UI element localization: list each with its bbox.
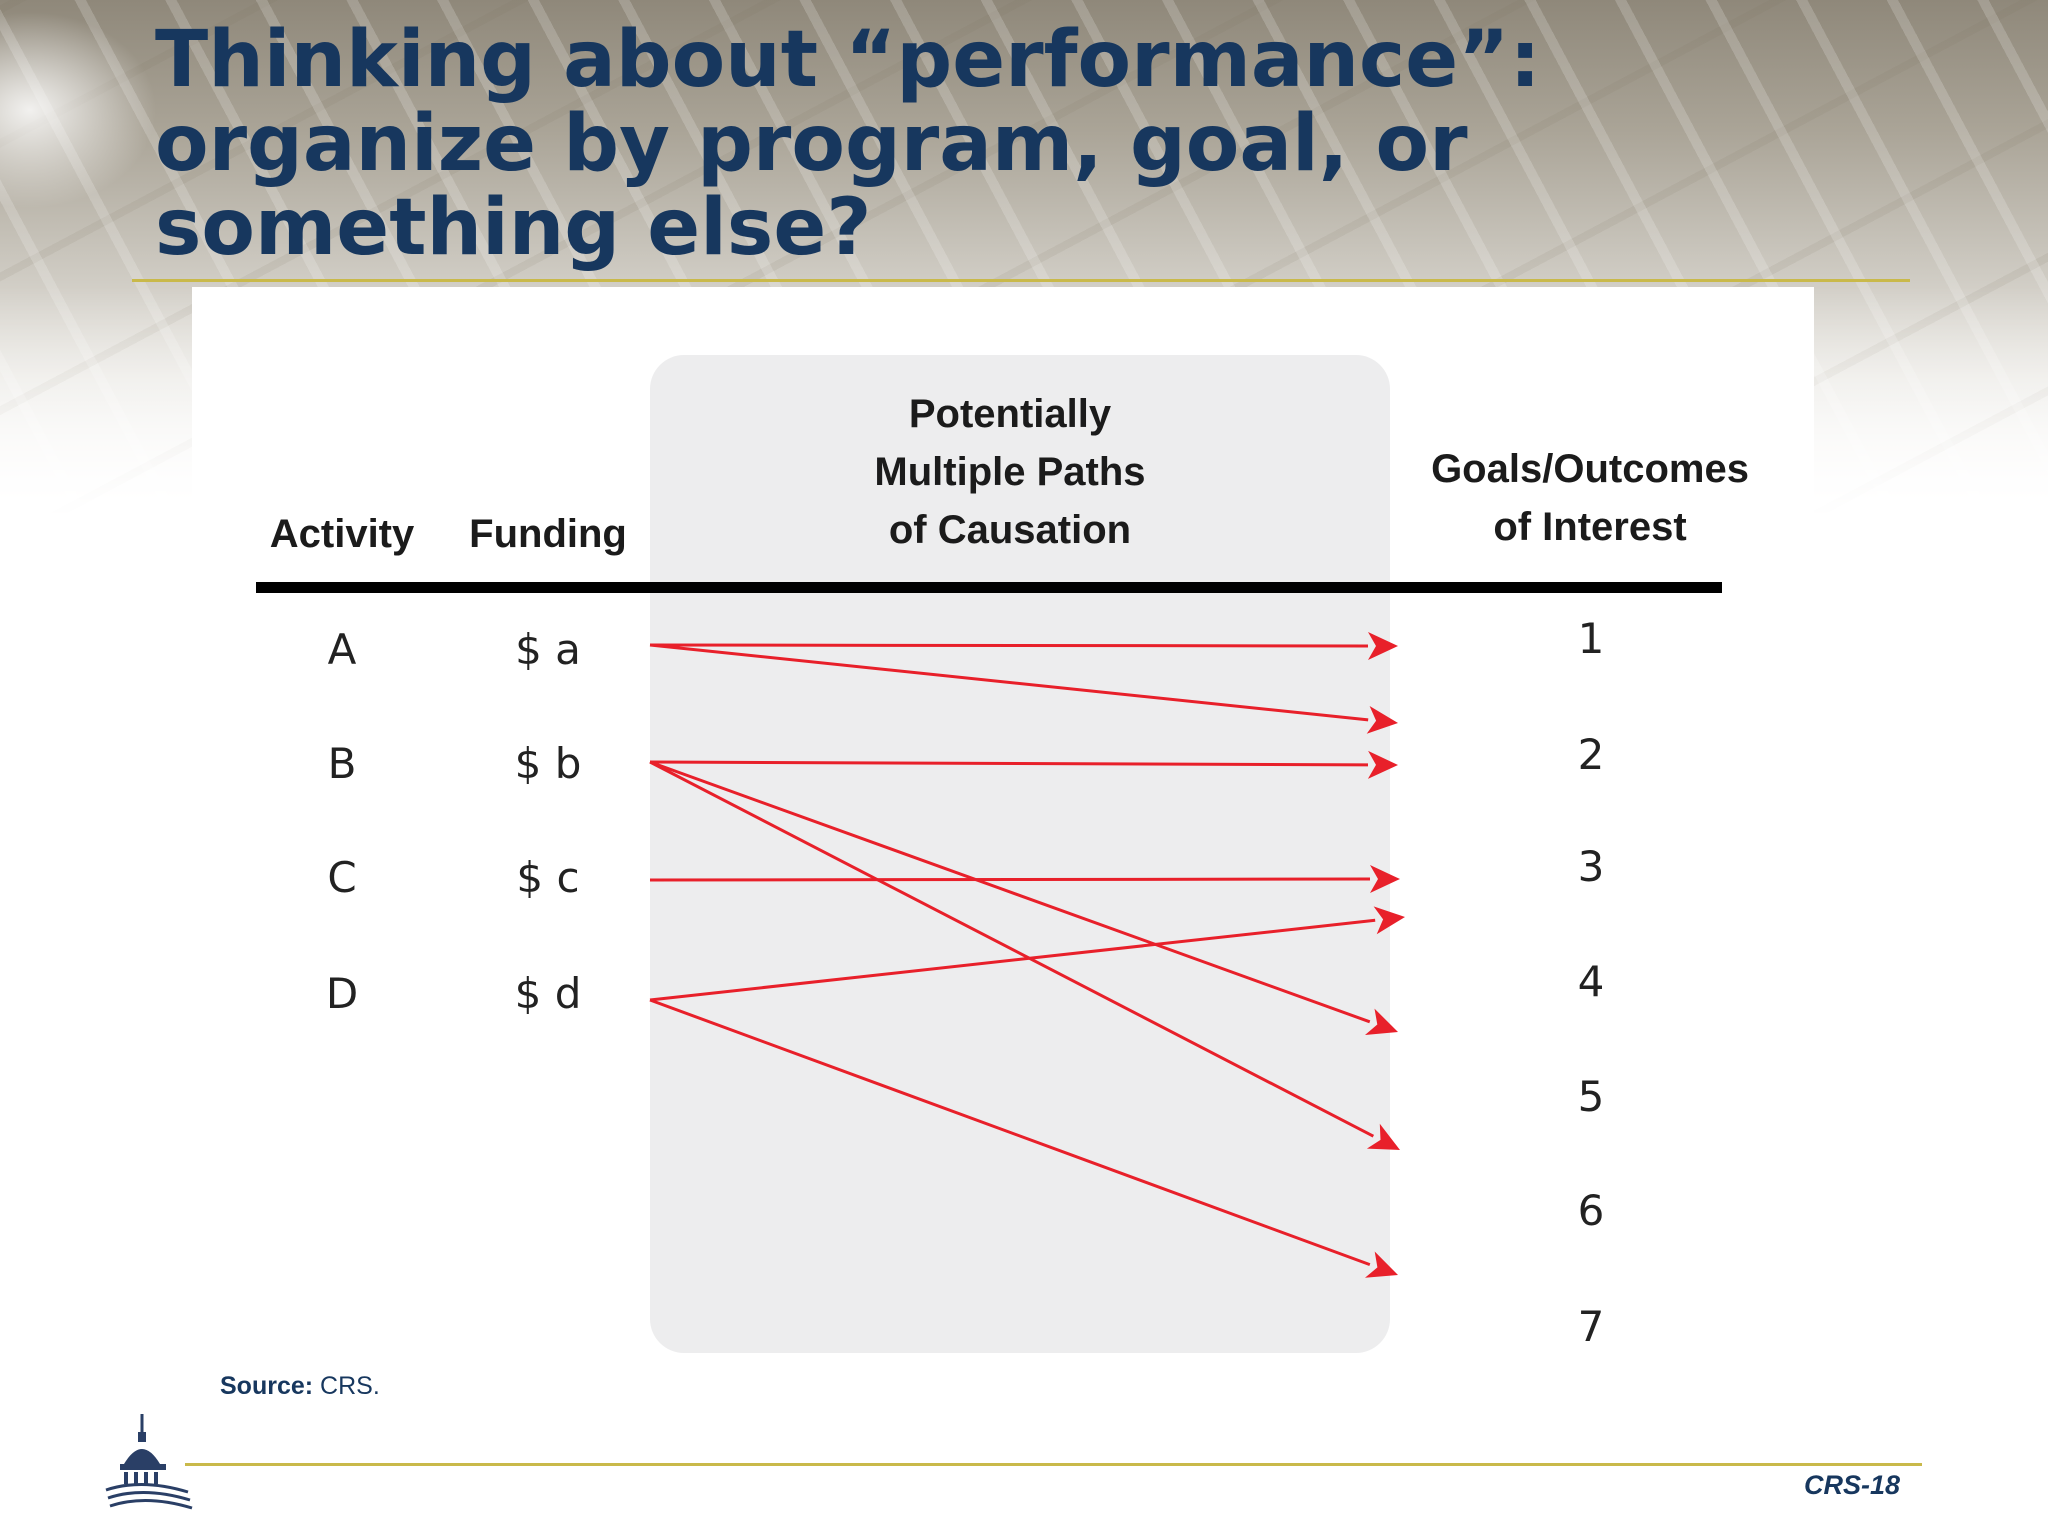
slide-title: Thinking about “performance”: organize b… [155,15,1541,273]
goal-1: 1 [1577,614,1605,663]
header-goals-outcomes: Goals/Outcomes of Interest [1431,447,1749,549]
goal-2: 2 [1577,730,1605,779]
page-number: CRS-18 [1803,1470,1900,1500]
arrowhead-a-to-goal-2 [1366,706,1398,734]
activity-b: B [327,739,357,788]
arrowhead-c-to-goal-3 [1370,865,1400,893]
arrowhead-d-to-goal-6 [1365,1251,1398,1278]
source-text: CRS. [313,1372,380,1400]
causation-paths-box [650,355,1390,1353]
arrowhead-a-to-goal-1 [1368,632,1398,660]
funding-a: $ a [515,625,581,674]
arrow-b-to-goal-5 [649,760,1375,1138]
arrow-a-to-goal-1 [649,643,1369,648]
title-divider [132,279,1910,282]
activity-d: D [325,969,359,1018]
header-rule [256,582,1722,593]
arrow-c-to-goal-3 [649,877,1371,882]
footer-divider [185,1463,1922,1466]
header-paths-of-causation: Potentially Multiple Paths of Causation [874,392,1146,552]
arrowhead-b-to-goal-4 [1365,1008,1398,1035]
funding-c: $ c [516,853,580,902]
arrow-d-to-goal-3 [649,918,1376,1002]
header-funding: Funding [469,512,627,556]
arrowhead-b-to-goal-2 [1367,750,1398,779]
arrowhead-b-to-goal-5 [1366,1123,1400,1150]
source-label: Source: [220,1372,314,1400]
header-activity: Activity [269,512,415,556]
goal-7: 7 [1577,1302,1605,1351]
goal-5: 5 [1577,1072,1605,1121]
arrow-b-to-goal-2 [649,760,1369,767]
source-note: Source: CRS. [220,1372,380,1401]
capitol-dome-logo [105,1414,193,1510]
arrow-a-to-goal-2 [649,643,1369,722]
funding-d: $ d [514,969,582,1018]
funding-b: $ b [514,739,582,788]
arrowhead-d-to-goal-3 [1373,906,1405,935]
activity-a: A [327,625,357,674]
goal-3: 3 [1577,842,1605,891]
arrow-d-to-goal-6 [649,998,1371,1267]
goal-6: 6 [1577,1186,1605,1235]
arrow-b-to-goal-4 [649,760,1371,1024]
activity-c: C [327,853,357,902]
goal-4: 4 [1577,957,1605,1006]
